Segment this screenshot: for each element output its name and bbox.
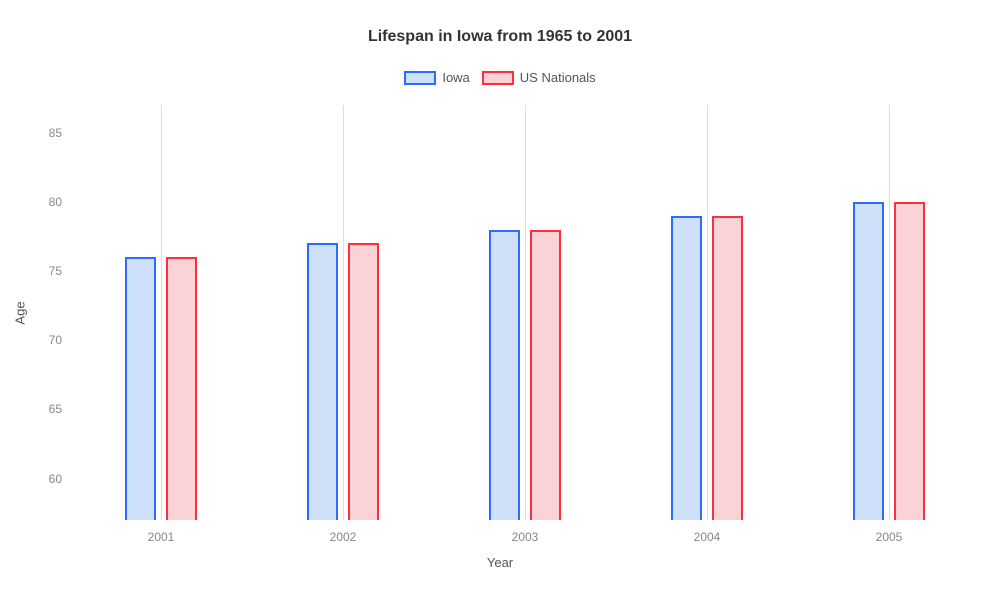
x-axis-title: Year xyxy=(487,555,513,570)
y-tick-label: 75 xyxy=(49,264,62,278)
bar xyxy=(348,243,379,520)
bar xyxy=(712,216,743,520)
x-tick-label: 2001 xyxy=(148,530,175,544)
legend-item-us: US Nationals xyxy=(482,70,596,85)
y-tick-label: 80 xyxy=(49,195,62,209)
gridline-vertical xyxy=(525,105,526,520)
legend: Iowa US Nationals xyxy=(0,70,1000,85)
gridline-vertical xyxy=(889,105,890,520)
bar xyxy=(530,230,561,521)
bar xyxy=(853,202,884,520)
x-tick-label: 2003 xyxy=(512,530,539,544)
legend-label-us: US Nationals xyxy=(520,70,596,85)
legend-item-iowa: Iowa xyxy=(404,70,469,85)
gridline-vertical xyxy=(707,105,708,520)
y-tick-label: 85 xyxy=(49,126,62,140)
bar xyxy=(307,243,338,520)
y-axis-title: Age xyxy=(13,301,28,324)
y-tick-label: 60 xyxy=(49,472,62,486)
y-tick-label: 65 xyxy=(49,402,62,416)
bar xyxy=(894,202,925,520)
chart-container: Lifespan in Iowa from 1965 to 2001 Iowa … xyxy=(0,0,1000,600)
bar xyxy=(671,216,702,520)
legend-swatch-iowa xyxy=(404,71,436,85)
x-tick-label: 2004 xyxy=(694,530,721,544)
legend-label-iowa: Iowa xyxy=(442,70,469,85)
gridline-vertical xyxy=(343,105,344,520)
plot-area: 60657075808520012002200320042005 xyxy=(70,105,980,520)
legend-swatch-us xyxy=(482,71,514,85)
x-tick-label: 2005 xyxy=(876,530,903,544)
x-tick-label: 2002 xyxy=(330,530,357,544)
bar xyxy=(125,257,156,520)
gridline-vertical xyxy=(161,105,162,520)
chart-title: Lifespan in Iowa from 1965 to 2001 xyxy=(0,28,1000,46)
bar xyxy=(489,230,520,521)
y-tick-label: 70 xyxy=(49,333,62,347)
bar xyxy=(166,257,197,520)
